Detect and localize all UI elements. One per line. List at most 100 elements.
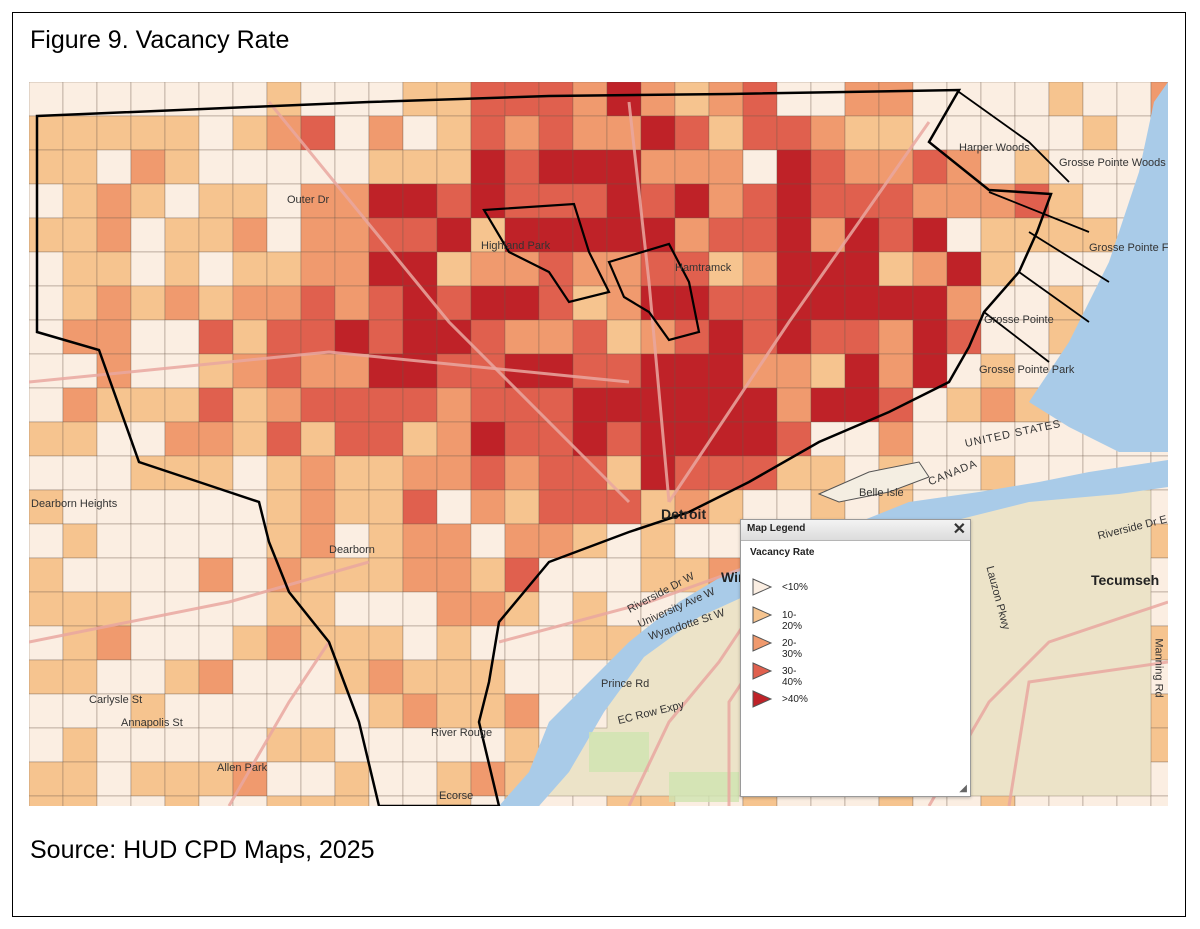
census-tract bbox=[912, 149, 948, 185]
census-tract bbox=[776, 217, 812, 253]
census-tract bbox=[402, 727, 438, 763]
census-tract bbox=[674, 523, 710, 559]
census-tract bbox=[708, 82, 744, 117]
census-tract bbox=[198, 115, 234, 151]
vacancy-map[interactable]: Highland Park Hamtramck Detroit Dearborn… bbox=[29, 82, 1168, 806]
census-tract bbox=[538, 455, 574, 491]
census-tract bbox=[470, 421, 506, 457]
census-tract bbox=[164, 557, 200, 593]
census-tract bbox=[96, 557, 132, 593]
legend-header[interactable]: Map Legend ✕ bbox=[741, 520, 970, 541]
resize-grip-icon[interactable]: ◢ bbox=[959, 783, 967, 794]
census-tract bbox=[368, 625, 404, 661]
census-tract bbox=[742, 455, 778, 491]
census-tract bbox=[504, 693, 540, 729]
census-tract bbox=[164, 421, 200, 457]
census-tract bbox=[1048, 795, 1084, 806]
census-tract bbox=[96, 795, 132, 806]
census-tract bbox=[266, 489, 302, 525]
census-tract bbox=[130, 659, 166, 695]
census-tract bbox=[266, 285, 302, 321]
census-tract bbox=[1048, 183, 1084, 219]
census-tract bbox=[164, 727, 200, 763]
census-tract bbox=[232, 455, 268, 491]
census-tract bbox=[912, 353, 948, 389]
census-tract bbox=[96, 82, 132, 117]
census-tract bbox=[946, 217, 982, 253]
legend-swatch-icon bbox=[752, 634, 773, 652]
census-tract bbox=[29, 659, 64, 695]
major-road bbox=[667, 121, 931, 503]
census-tract bbox=[980, 795, 1016, 806]
census-tract bbox=[606, 557, 642, 593]
census-tract bbox=[504, 149, 540, 185]
census-tract bbox=[62, 659, 98, 695]
highland-park-boundary bbox=[482, 202, 611, 304]
park-area bbox=[589, 732, 649, 772]
census-tract bbox=[62, 761, 98, 797]
census-tract bbox=[232, 795, 268, 806]
census-tract bbox=[198, 251, 234, 287]
census-tract bbox=[198, 523, 234, 559]
census-tract bbox=[232, 421, 268, 457]
census-tract bbox=[606, 387, 642, 423]
census-tract bbox=[708, 421, 744, 457]
major-road bbox=[1007, 660, 1168, 806]
census-tract bbox=[776, 115, 812, 151]
census-tract bbox=[402, 285, 438, 321]
census-tract bbox=[368, 557, 404, 593]
census-tract bbox=[1082, 183, 1118, 219]
census-tract bbox=[708, 353, 744, 389]
municipal-boundary bbox=[988, 191, 1090, 233]
census-tract bbox=[300, 489, 336, 525]
census-tract bbox=[29, 251, 64, 287]
census-tract bbox=[776, 149, 812, 185]
census-tract bbox=[436, 387, 472, 423]
census-tract bbox=[198, 761, 234, 797]
census-tract bbox=[334, 523, 370, 559]
census-tract bbox=[708, 523, 744, 559]
census-tract bbox=[810, 319, 846, 355]
census-tract bbox=[198, 795, 234, 806]
census-tract bbox=[810, 149, 846, 185]
census-tract bbox=[96, 761, 132, 797]
census-tract bbox=[368, 285, 404, 321]
census-tract bbox=[130, 625, 166, 661]
census-tract bbox=[776, 183, 812, 219]
census-tract bbox=[980, 251, 1016, 287]
census-tract bbox=[232, 285, 268, 321]
census-tract bbox=[1150, 659, 1168, 695]
census-tract bbox=[844, 353, 880, 389]
label-annapolis-st: Annapolis St bbox=[121, 717, 183, 729]
census-tract bbox=[946, 285, 982, 321]
census-tract bbox=[29, 761, 64, 797]
census-tract bbox=[1082, 82, 1118, 117]
census-tract bbox=[436, 353, 472, 389]
census-tract bbox=[742, 251, 778, 287]
legend-item-label: 20-30% bbox=[782, 638, 803, 660]
census-tract bbox=[402, 421, 438, 457]
census-tract bbox=[844, 285, 880, 321]
census-tract bbox=[538, 795, 574, 806]
figure-source: Source: HUD CPD Maps, 2025 bbox=[30, 836, 375, 864]
census-tract bbox=[674, 82, 710, 117]
census-tract bbox=[334, 489, 370, 525]
census-tract bbox=[300, 115, 336, 151]
census-tract bbox=[164, 387, 200, 423]
census-tract bbox=[946, 251, 982, 287]
major-road bbox=[627, 101, 671, 503]
census-tract bbox=[164, 489, 200, 525]
label-hamtramck: Hamtramck bbox=[675, 262, 732, 274]
census-tract bbox=[96, 659, 132, 695]
census-tract bbox=[1150, 523, 1168, 559]
map-legend-panel[interactable]: Map Legend ✕ Vacancy Rate <10% 10-20% 20… bbox=[740, 519, 971, 797]
census-tract bbox=[62, 183, 98, 219]
close-icon[interactable]: ✕ bbox=[952, 521, 966, 538]
census-tract bbox=[538, 591, 574, 627]
census-tract bbox=[1150, 625, 1168, 661]
census-tract bbox=[334, 387, 370, 423]
census-tract bbox=[266, 795, 302, 806]
census-tract bbox=[844, 115, 880, 151]
census-tract bbox=[29, 489, 64, 525]
census-tract bbox=[572, 285, 608, 321]
